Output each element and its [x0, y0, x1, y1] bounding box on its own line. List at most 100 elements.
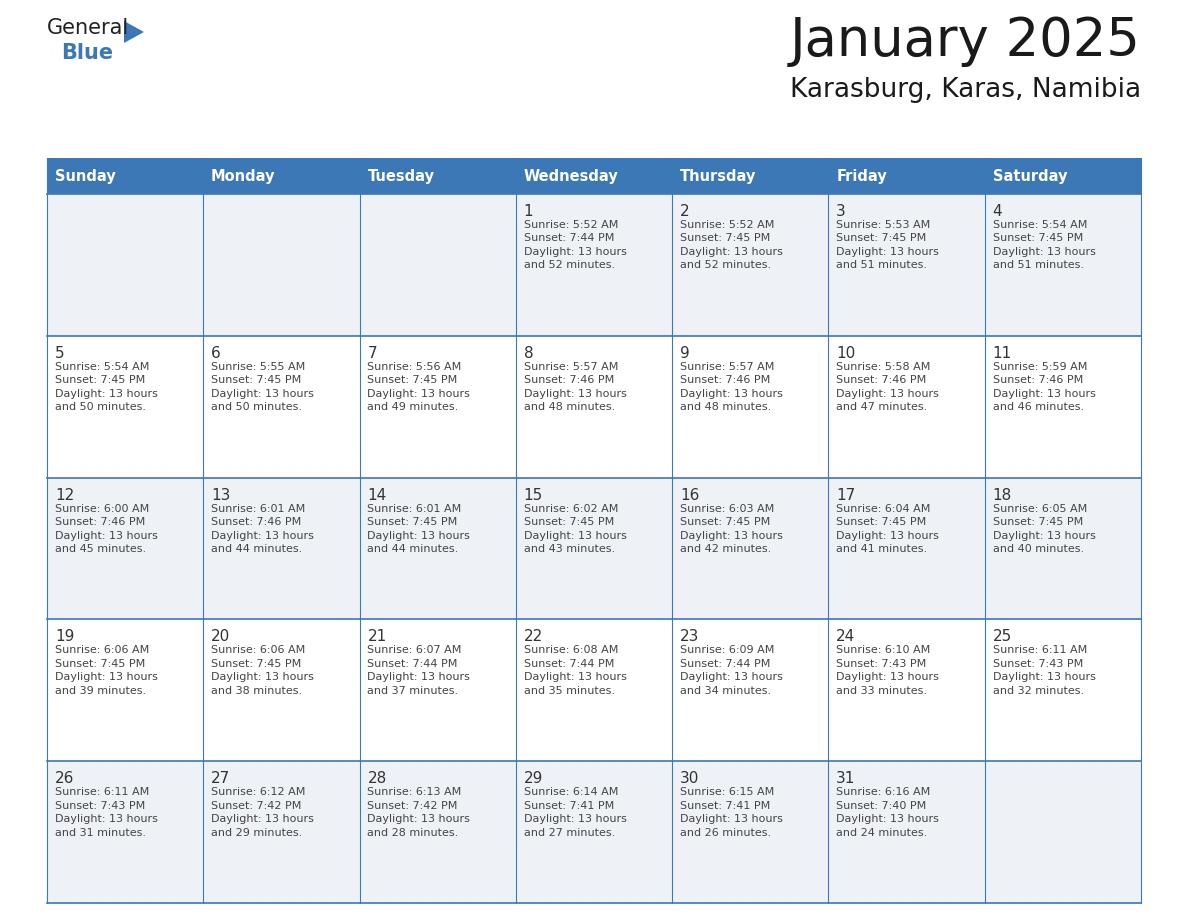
Text: Sunset: 7:46 PM: Sunset: 7:46 PM	[524, 375, 614, 386]
Text: Sunrise: 5:54 AM: Sunrise: 5:54 AM	[992, 220, 1087, 230]
Text: Sunset: 7:45 PM: Sunset: 7:45 PM	[55, 659, 145, 669]
Text: and 52 minutes.: and 52 minutes.	[680, 261, 771, 271]
Text: 27: 27	[211, 771, 230, 786]
Text: Sunset: 7:45 PM: Sunset: 7:45 PM	[524, 517, 614, 527]
Text: Sunset: 7:46 PM: Sunset: 7:46 PM	[992, 375, 1082, 386]
Text: Sunset: 7:45 PM: Sunset: 7:45 PM	[992, 233, 1082, 243]
Text: Sunset: 7:45 PM: Sunset: 7:45 PM	[680, 233, 770, 243]
Text: and 51 minutes.: and 51 minutes.	[992, 261, 1083, 271]
Bar	[672, 158, 828, 194]
Text: Sunset: 7:45 PM: Sunset: 7:45 PM	[836, 233, 927, 243]
Text: Sunset: 7:43 PM: Sunset: 7:43 PM	[836, 659, 927, 669]
Bar	[985, 158, 1140, 194]
Text: 2: 2	[680, 204, 689, 218]
Text: Daylight: 13 hours: Daylight: 13 hours	[211, 814, 314, 824]
Text: Blue: Blue	[61, 43, 113, 63]
Text: Sunset: 7:42 PM: Sunset: 7:42 PM	[211, 800, 302, 811]
Text: and 27 minutes.: and 27 minutes.	[524, 828, 615, 837]
Text: Wednesday: Wednesday	[524, 169, 619, 184]
Text: 4: 4	[992, 204, 1003, 218]
Text: Sunset: 7:43 PM: Sunset: 7:43 PM	[992, 659, 1082, 669]
Text: and 50 minutes.: and 50 minutes.	[211, 402, 302, 412]
Text: Sunrise: 6:11 AM: Sunrise: 6:11 AM	[55, 787, 148, 797]
Text: Daylight: 13 hours: Daylight: 13 hours	[836, 247, 940, 257]
Text: Daylight: 13 hours: Daylight: 13 hours	[992, 388, 1095, 398]
Text: Sunday: Sunday	[55, 169, 115, 184]
Text: 20: 20	[211, 630, 230, 644]
Bar	[48, 477, 1140, 620]
Text: Sunset: 7:41 PM: Sunset: 7:41 PM	[680, 800, 770, 811]
Text: and 29 minutes.: and 29 minutes.	[211, 828, 303, 837]
Text: January 2025: January 2025	[790, 15, 1140, 67]
Text: 18: 18	[992, 487, 1012, 502]
Text: Daylight: 13 hours: Daylight: 13 hours	[55, 672, 158, 682]
Text: Daylight: 13 hours: Daylight: 13 hours	[524, 531, 626, 541]
Text: Daylight: 13 hours: Daylight: 13 hours	[211, 531, 314, 541]
Text: 5: 5	[55, 346, 64, 361]
Text: Sunset: 7:45 PM: Sunset: 7:45 PM	[211, 375, 302, 386]
Text: Daylight: 13 hours: Daylight: 13 hours	[992, 247, 1095, 257]
Text: Daylight: 13 hours: Daylight: 13 hours	[992, 531, 1095, 541]
Text: Sunrise: 6:16 AM: Sunrise: 6:16 AM	[836, 787, 930, 797]
Text: Sunrise: 6:07 AM: Sunrise: 6:07 AM	[367, 645, 462, 655]
Text: Sunrise: 6:10 AM: Sunrise: 6:10 AM	[836, 645, 930, 655]
Text: Daylight: 13 hours: Daylight: 13 hours	[55, 531, 158, 541]
Text: Sunset: 7:46 PM: Sunset: 7:46 PM	[836, 375, 927, 386]
Text: and 46 minutes.: and 46 minutes.	[992, 402, 1083, 412]
Text: Saturday: Saturday	[992, 169, 1067, 184]
Text: and 24 minutes.: and 24 minutes.	[836, 828, 928, 837]
Text: 19: 19	[55, 630, 74, 644]
Text: Sunrise: 6:06 AM: Sunrise: 6:06 AM	[55, 645, 148, 655]
Text: and 49 minutes.: and 49 minutes.	[367, 402, 459, 412]
Text: Sunset: 7:45 PM: Sunset: 7:45 PM	[680, 517, 770, 527]
Text: and 51 minutes.: and 51 minutes.	[836, 261, 928, 271]
Bar	[48, 158, 203, 194]
Text: and 43 minutes.: and 43 minutes.	[524, 544, 615, 554]
Bar	[48, 761, 1140, 903]
Polygon shape	[124, 21, 144, 43]
Text: Daylight: 13 hours: Daylight: 13 hours	[680, 814, 783, 824]
Text: Sunrise: 6:03 AM: Sunrise: 6:03 AM	[680, 504, 775, 513]
Text: and 42 minutes.: and 42 minutes.	[680, 544, 771, 554]
Bar	[48, 620, 1140, 761]
Text: Sunset: 7:45 PM: Sunset: 7:45 PM	[992, 517, 1082, 527]
Text: Sunrise: 5:57 AM: Sunrise: 5:57 AM	[524, 362, 618, 372]
Text: 7: 7	[367, 346, 377, 361]
Text: 25: 25	[992, 630, 1012, 644]
Text: and 45 minutes.: and 45 minutes.	[55, 544, 146, 554]
Bar	[203, 158, 360, 194]
Text: Daylight: 13 hours: Daylight: 13 hours	[55, 814, 158, 824]
Bar	[48, 336, 1140, 477]
Text: Sunrise: 6:11 AM: Sunrise: 6:11 AM	[992, 645, 1087, 655]
Text: Daylight: 13 hours: Daylight: 13 hours	[211, 672, 314, 682]
Text: Sunrise: 6:09 AM: Sunrise: 6:09 AM	[680, 645, 775, 655]
Text: Daylight: 13 hours: Daylight: 13 hours	[680, 531, 783, 541]
Text: Daylight: 13 hours: Daylight: 13 hours	[836, 531, 940, 541]
Text: Daylight: 13 hours: Daylight: 13 hours	[524, 814, 626, 824]
Text: Sunrise: 6:14 AM: Sunrise: 6:14 AM	[524, 787, 618, 797]
Text: Sunset: 7:43 PM: Sunset: 7:43 PM	[55, 800, 145, 811]
Bar	[360, 158, 516, 194]
Text: Friday: Friday	[836, 169, 887, 184]
Text: Sunrise: 6:01 AM: Sunrise: 6:01 AM	[211, 504, 305, 513]
Text: Sunrise: 6:05 AM: Sunrise: 6:05 AM	[992, 504, 1087, 513]
Text: 16: 16	[680, 487, 700, 502]
Text: Sunrise: 6:15 AM: Sunrise: 6:15 AM	[680, 787, 775, 797]
Text: Sunrise: 5:54 AM: Sunrise: 5:54 AM	[55, 362, 150, 372]
Text: 15: 15	[524, 487, 543, 502]
Text: 17: 17	[836, 487, 855, 502]
Text: Daylight: 13 hours: Daylight: 13 hours	[55, 388, 158, 398]
Text: 1: 1	[524, 204, 533, 218]
Text: 24: 24	[836, 630, 855, 644]
Text: Daylight: 13 hours: Daylight: 13 hours	[992, 672, 1095, 682]
Text: Sunrise: 5:53 AM: Sunrise: 5:53 AM	[836, 220, 930, 230]
Text: 14: 14	[367, 487, 386, 502]
Text: Daylight: 13 hours: Daylight: 13 hours	[367, 531, 470, 541]
Text: Daylight: 13 hours: Daylight: 13 hours	[211, 388, 314, 398]
Text: Daylight: 13 hours: Daylight: 13 hours	[836, 814, 940, 824]
Text: 31: 31	[836, 771, 855, 786]
Text: Karasburg, Karas, Namibia: Karasburg, Karas, Namibia	[790, 77, 1140, 103]
Text: Sunrise: 5:52 AM: Sunrise: 5:52 AM	[524, 220, 618, 230]
Text: Sunset: 7:44 PM: Sunset: 7:44 PM	[367, 659, 457, 669]
Text: 13: 13	[211, 487, 230, 502]
